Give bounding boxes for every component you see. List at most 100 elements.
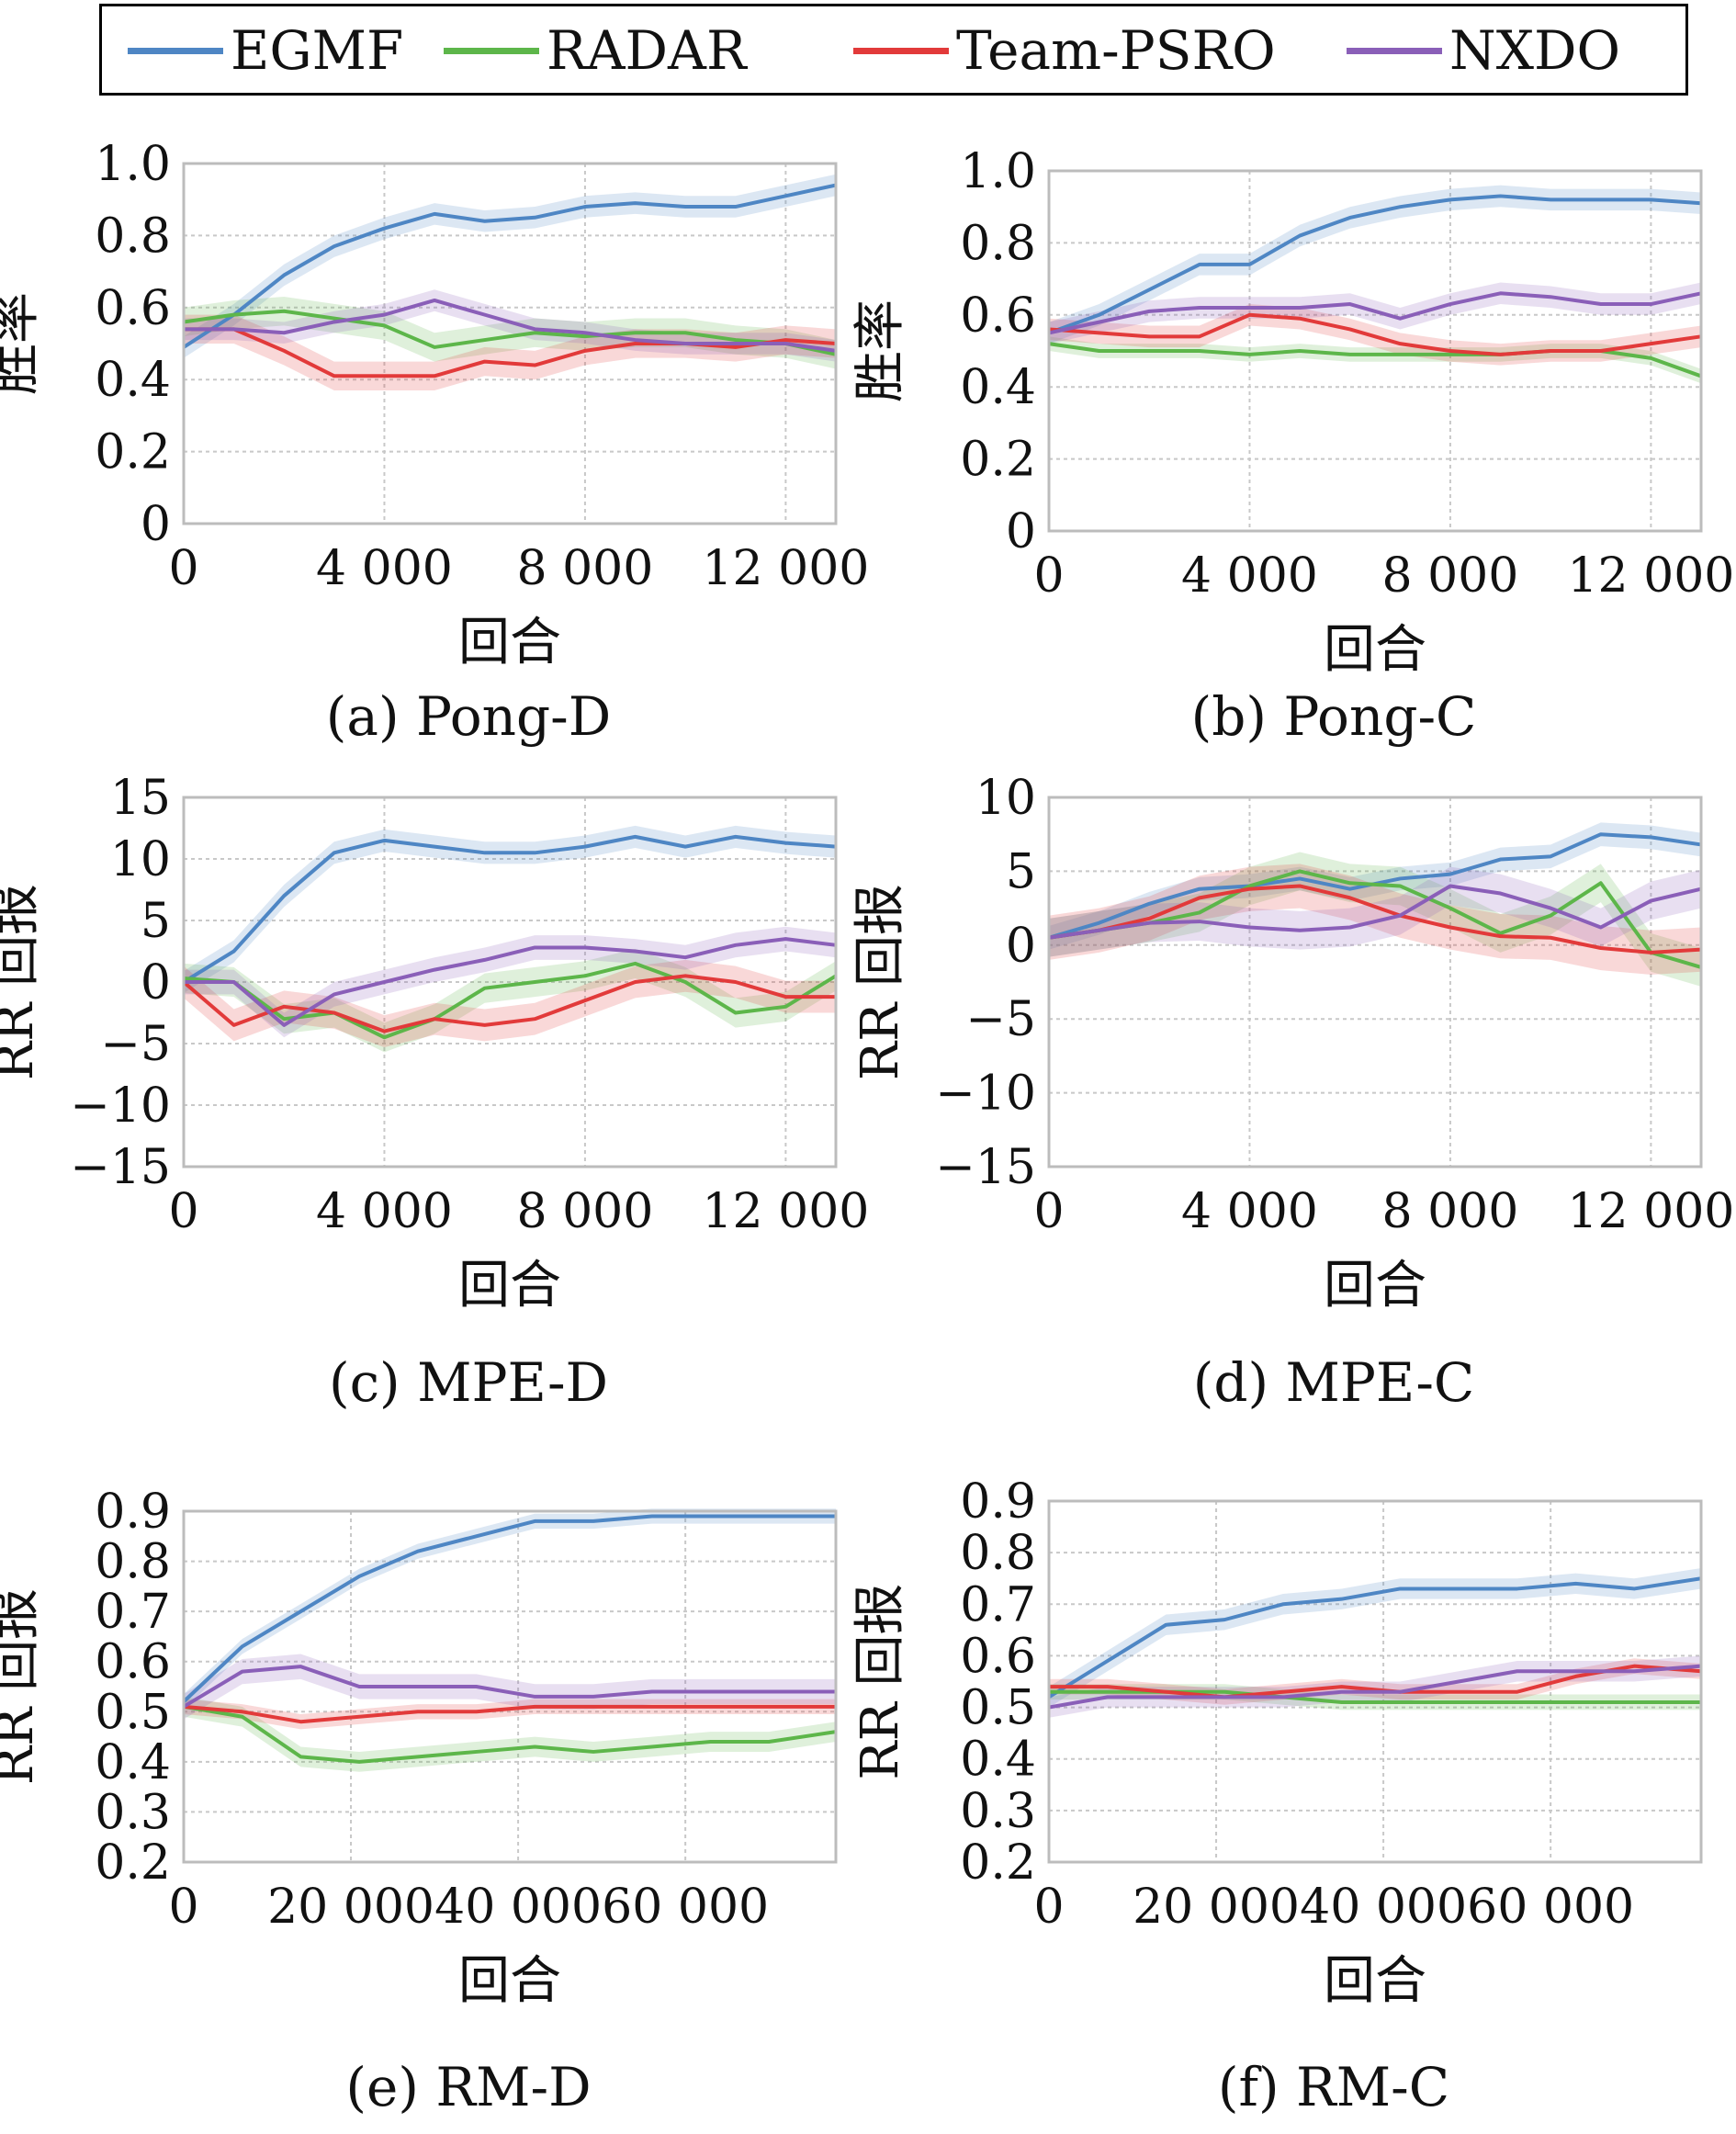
y-tick-label: 0.8 [95,1535,171,1590]
x-axis-label: 回合 [458,1256,561,1315]
y-tick-label: 10 [110,832,171,887]
band-nxdo [184,1654,836,1720]
y-axis-label: RR 回报 [851,884,910,1080]
legend-label-nxdo: NXDO [1449,19,1621,82]
y-tick-label: 1.0 [960,144,1036,199]
legend-box: EGMF RADAR Team-PSRO NXDO [99,4,1688,96]
legend-item-nxdo: NXDO [1347,23,1620,78]
legend-swatch-nxdo [1347,47,1442,54]
band-egmf [184,1508,836,1710]
x-tick-label: 20 000 [1133,1880,1300,1935]
x-axis-label: 回合 [458,1951,561,2011]
y-axis-label: 胜率 [851,299,910,402]
x-axis-label: 回合 [1324,620,1426,680]
y-tick-label: −15 [935,1140,1036,1195]
plot-frame [182,162,838,525]
y-tick-label: 0.7 [95,1585,171,1640]
line-egmf [182,183,837,349]
y-tick-label: 15 [110,771,171,826]
x-tick-label: 0 [168,1880,198,1935]
line-team-psro [183,1704,836,1724]
y-axis-label: 胜率 [0,292,45,395]
chart-e: 0 20 000 40 000 60 000 0.20.30.40.50.60.70.8… [0,1485,838,2118]
y-tick-label: 0 [1006,504,1036,559]
y-tick-label: 1.0 [95,137,171,192]
x-tick-label: 40 000 [434,1880,602,1935]
y-tick-label: −5 [965,992,1036,1047]
x-tick-label: 60 000 [1467,1880,1634,1935]
line-nxdo [184,298,837,353]
chart-a: 0 4 000 8 000 12 000 0 0.2 0.4 0.6 0.8 1.0 回合 胜率 (a)… [0,137,869,748]
x-tick-label: 0 [1033,1184,1064,1239]
y-tick-label: 0.8 [960,216,1036,271]
line-nxdo [1048,1664,1702,1710]
y-axis-label: RR 回报 [851,1583,910,1779]
line-team-psro [1049,1664,1702,1699]
band-radar [184,948,836,1053]
x-axis-label: 回合 [458,613,561,672]
chart-caption: (c) MPE-D [329,1351,608,1414]
line-radar [183,309,837,356]
x-tick-label: 8 000 [516,541,653,596]
y-tick-label: 0.6 [95,1635,171,1690]
chart-caption: (e) RM-D [345,2056,591,2118]
y-tick-label: −15 [70,1140,171,1195]
line-nxdo [1048,291,1702,335]
legend-item-radar: RADAR [444,23,747,78]
x-tick-label: 20 000 [267,1880,434,1935]
x-tick-label: 60 000 [602,1880,769,1935]
y-tick-label: 0.3 [95,1785,171,1840]
y-tick-label: 0.3 [960,1784,1036,1839]
line-nxdo [1048,884,1702,940]
band-nxdo [1049,866,1701,957]
x-tick-label: 12 000 [1567,548,1734,604]
x-tick-label: 8 000 [516,1184,653,1239]
chart-c: 0 4 000 8 000 12 000 −15 −10 −5 0 5 10 15 回合 RR 回报 (c… [0,771,869,1414]
y-tick-label: 0.2 [960,1835,1036,1891]
line-egmf [182,834,837,984]
legend-item-team-psro: Team-PSRO [853,23,1276,78]
y-tick-label: 0.4 [95,353,171,408]
plot-frame [182,1509,838,1864]
y-tick-label: 0.4 [960,360,1036,415]
legend-item-egmf: EGMF [128,23,403,78]
chart-b: 0 4 000 8 000 12 000 0 0.2 0.4 0.6 0.8 1.0 回合 胜率 (b)… [851,144,1734,748]
legend-label-team-psro: Team-PSRO [956,19,1276,82]
y-tick-label: 0 [1006,919,1036,974]
x-tick-label: 0 [1033,1880,1064,1935]
x-tick-label: 12 000 [702,1184,869,1239]
line-nxdo [182,1665,836,1709]
legend-swatch-egmf [128,47,223,54]
chart-caption: (d) MPE-C [1193,1351,1475,1414]
line-egmf [1048,194,1702,335]
y-tick-label: −10 [70,1078,171,1134]
x-tick-label: 4 000 [1181,1184,1318,1239]
x-tick-label: 0 [168,1184,198,1239]
legend-label-radar: RADAR [547,19,747,82]
line-team-psro [1048,312,1702,356]
band-team-psro [1049,864,1701,975]
x-tick-label: 8 000 [1381,548,1518,604]
y-tick-label: −10 [935,1067,1036,1122]
y-tick-label: 0.7 [960,1577,1036,1632]
plot-frame [1047,169,1703,533]
y-tick-label: 0.2 [95,1835,171,1891]
band-radar [1049,336,1701,384]
line-egmf [182,1514,836,1703]
x-tick-label: 8 000 [1381,1184,1518,1239]
plot-frame [1047,1499,1703,1864]
x-tick-label: 0 [168,541,198,596]
y-tick-label: 0.4 [95,1735,171,1790]
band-radar [1049,852,1701,987]
band-radar [184,297,836,369]
chart-caption: (f) RM-C [1218,2056,1449,2118]
plot-frame [182,796,838,1169]
x-tick-label: 4 000 [316,541,453,596]
band-team-psro [184,959,836,1048]
chart-caption: (b) Pong-C [1191,685,1477,748]
line-nxdo [184,937,837,1027]
x-tick-label: 12 000 [702,541,869,596]
line-team-psro [182,974,836,1033]
x-tick-label: 12 000 [1567,1184,1734,1239]
